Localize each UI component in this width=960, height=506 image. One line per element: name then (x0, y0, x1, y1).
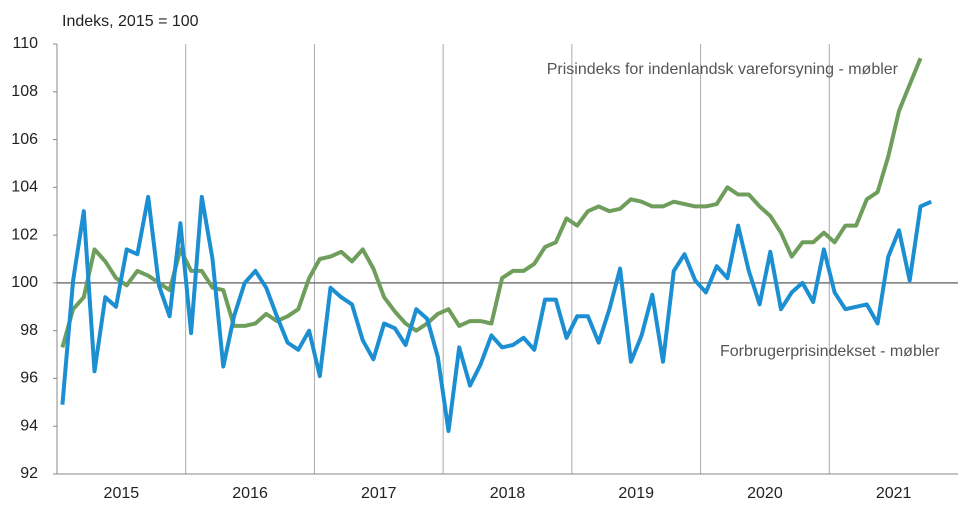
series-line (60, 57, 923, 348)
y-tick-label: 102 (11, 226, 38, 243)
x-tick-label: 2016 (232, 485, 268, 502)
series-line (60, 194, 933, 433)
series-label: Prisindeks for indenlandsk vareforsyning… (547, 61, 899, 78)
series-label: Forbrugerprisindekset - møbler (720, 343, 940, 360)
chart-subtitle: Indeks, 2015 = 100 (62, 13, 199, 30)
y-tick-label: 106 (11, 131, 38, 148)
y-tick-label: 96 (20, 370, 38, 387)
y-tick-label: 98 (20, 322, 38, 339)
y-tick-label: 104 (11, 179, 38, 196)
x-tick-label: 2015 (104, 485, 140, 502)
y-tick-label: 94 (20, 417, 38, 434)
x-tick-label: 2019 (618, 485, 654, 502)
x-tick-label: 2020 (747, 485, 783, 502)
y-tick-label: 92 (20, 465, 38, 482)
y-tick-label: 108 (11, 83, 38, 100)
x-tick-label: 2018 (490, 485, 526, 502)
y-tick-label: 110 (12, 35, 38, 52)
y-tick-label: 100 (11, 274, 38, 291)
x-tick-label: 2021 (876, 485, 912, 502)
x-tick-label: 2017 (361, 485, 397, 502)
